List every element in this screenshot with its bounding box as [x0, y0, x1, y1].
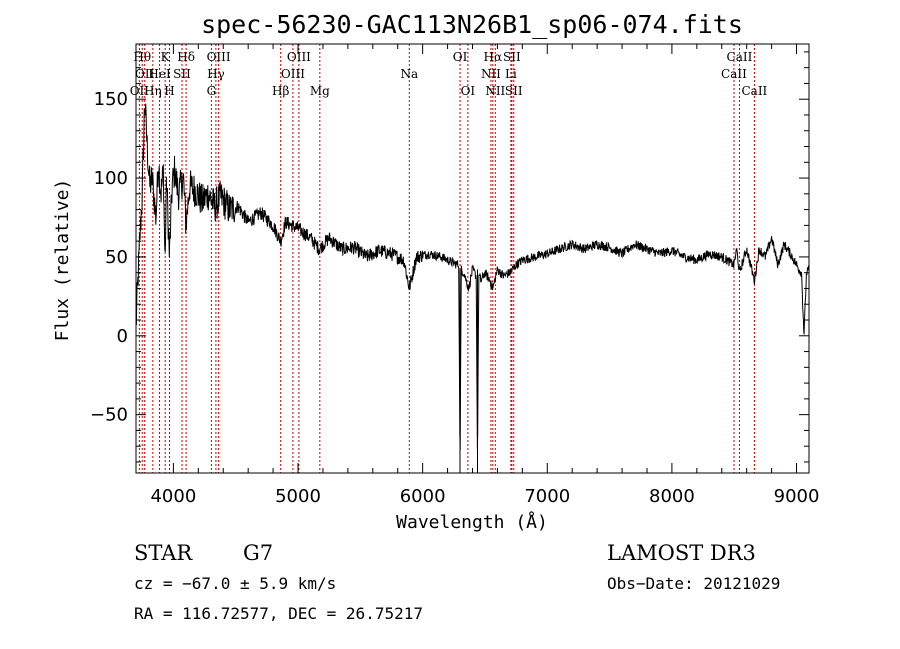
y-tick-label: 50 — [105, 247, 128, 268]
line-label: Hη — [144, 84, 162, 98]
y-tick-label: −50 — [90, 405, 128, 426]
line-label: OII — [135, 67, 155, 81]
line-label: K — [161, 50, 171, 64]
x-tick-label: 8000 — [649, 486, 695, 507]
line-label: Hγ — [207, 67, 225, 81]
y-tick-label: 0 — [117, 326, 128, 347]
flux-series — [135, 103, 810, 473]
obs-date-text: Obs−Date: 20121029 — [607, 574, 780, 593]
class-label: STAR — [134, 541, 193, 565]
survey-label: LAMOST DR3 — [607, 541, 756, 565]
x-tick-label: 9000 — [774, 486, 820, 507]
chart-title: spec-56230-GAC113N26B1_sp06-074.fits — [201, 10, 743, 39]
x-tick-label: 5000 — [275, 486, 321, 507]
line-label: SII — [503, 50, 521, 64]
flux-line — [135, 103, 810, 473]
line-label: OIII — [287, 50, 311, 64]
line-label: SII — [505, 84, 523, 98]
y-tick-label: 150 — [94, 89, 128, 110]
line-label: SII — [173, 67, 191, 81]
subclass-label: G7 — [243, 541, 273, 565]
y-axis-ticks: −50 0 50 100 150 — [90, 51, 809, 463]
line-label: Hθ — [133, 50, 151, 64]
line-label: OII — [130, 84, 150, 98]
line-label: OIII — [281, 67, 305, 81]
line-label: Mg — [310, 84, 330, 98]
line-label: H — [164, 84, 174, 98]
line-label: NII — [481, 67, 501, 81]
line-label: OI — [461, 84, 476, 98]
ra-dec-text: RA = 116.72577, DEC = 26.75217 — [134, 604, 423, 623]
line-label: HeI — [148, 67, 171, 81]
x-tick-label: 4000 — [150, 486, 196, 507]
redshift-text: cz = −67.0 ± 5.9 km/s — [134, 574, 336, 593]
spectral-line-labels: OIIHθOIIHηHeIKHSIIHδGHγOIIIHβOIIIOIIIMgN… — [130, 50, 768, 98]
line-label: Li — [505, 67, 517, 81]
x-tick-label: 6000 — [400, 486, 446, 507]
x-axis-ticks: 4000 5000 6000 7000 8000 9000 — [150, 44, 819, 507]
line-label: OI — [453, 50, 468, 64]
line-label: Hβ — [272, 84, 289, 98]
line-label: Hα — [484, 50, 503, 64]
spectral-line-markers — [138, 44, 755, 473]
x-axis-label: Wavelength (Å) — [396, 511, 548, 533]
line-label: CaII — [721, 67, 747, 81]
plot-frame — [135, 43, 810, 474]
x-tick-label: 7000 — [524, 486, 570, 507]
line-label: OIII — [207, 50, 231, 64]
line-label: Hδ — [177, 50, 195, 64]
line-label: Na — [400, 67, 418, 81]
line-label: CaII — [727, 50, 753, 64]
line-label: CaII — [741, 84, 767, 98]
y-tick-label: 100 — [94, 168, 128, 189]
line-label: NII — [485, 84, 505, 98]
line-label: G — [207, 84, 217, 98]
y-axis-label: Flux (relative) — [52, 179, 73, 342]
